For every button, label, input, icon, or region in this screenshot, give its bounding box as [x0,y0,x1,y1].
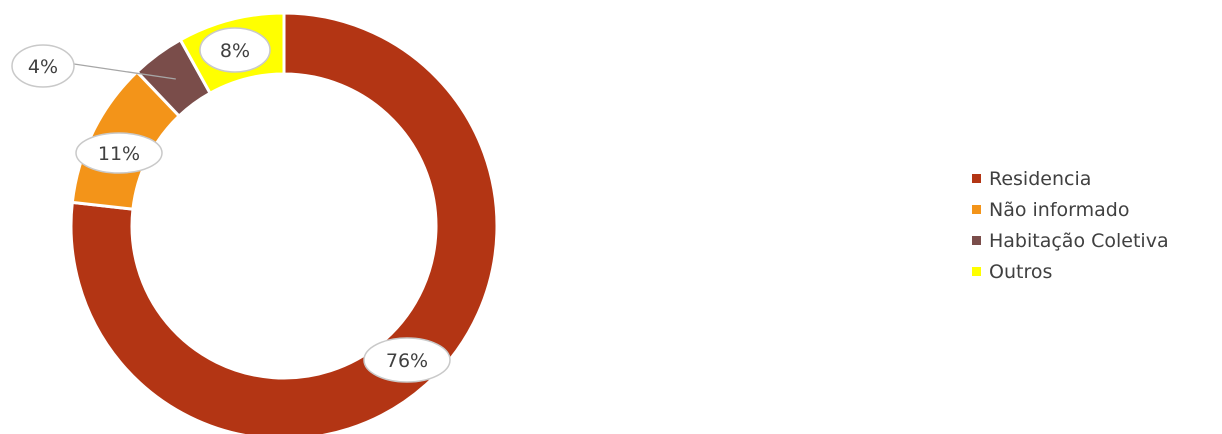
data-label-bubble-nao-informado [75,132,163,174]
legend-swatch-nao-informado [972,205,981,214]
leader-line-habitacao-coletiva [73,63,176,80]
data-label-habitacao-coletiva: 4% [28,56,58,78]
legend-swatch-residencia [972,174,981,183]
legend-item-outros: Outros [972,256,1169,287]
data-label-nao-informado: 11% [98,143,140,165]
legend-label-habitacao-coletiva: Habitação Coletiva [989,229,1169,252]
data-label-residencia: 76% [386,350,428,372]
slice-residencia [69,11,499,434]
legend-item-residencia: Residencia [972,163,1169,194]
data-label-bubble-outros [199,27,271,73]
legend-swatch-habitacao-coletiva [972,236,981,245]
data-label-bubble-habitacao-coletiva [11,44,75,88]
legend-label-residencia: Residencia [989,167,1092,190]
legend-label-outros: Outros [989,260,1053,283]
legend-item-habitacao-coletiva: Habitação Coletiva [972,225,1169,256]
legend-swatch-outros [972,267,981,276]
legend: Residencia Não informado Habitação Colet… [972,163,1169,287]
legend-item-nao-informado: Não informado [972,194,1169,225]
leader-lines [73,63,176,80]
legend-label-nao-informado: Não informado [989,198,1130,221]
data-label-outros: 8% [220,40,250,62]
data-label-bubble-residencia [363,337,451,383]
data-labels: 76% 11% 4% 8% [11,27,451,383]
